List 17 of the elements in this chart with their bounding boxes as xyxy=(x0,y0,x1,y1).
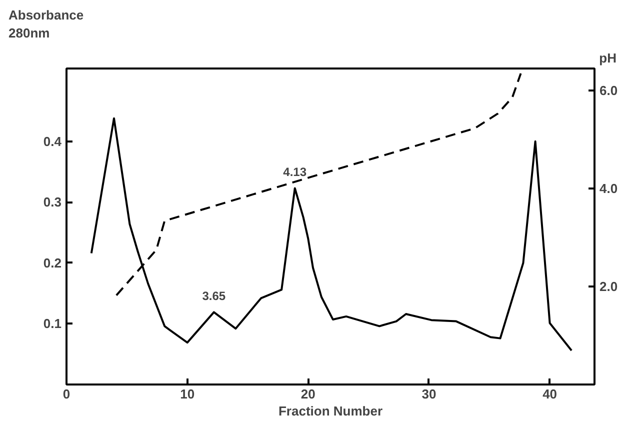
x-tick-label: 10 xyxy=(180,386,195,402)
y-tick-label: 0.1 xyxy=(43,316,62,332)
annotation: 3.65 xyxy=(202,289,226,304)
y2-axis-title: pH xyxy=(599,50,617,66)
y-axis-title: Absorbance 280nm xyxy=(8,8,84,40)
x-tick-label: 40 xyxy=(542,386,558,402)
annotation: 4.13 xyxy=(283,165,307,180)
y2-tick-label: 4.0 xyxy=(600,181,618,196)
y-tick-label: 0.2 xyxy=(43,255,62,270)
y2-tick-label: 2.0 xyxy=(600,279,618,294)
y-tick-label: 0.3 xyxy=(43,194,62,210)
x-tick-label: 0 xyxy=(62,386,70,402)
y-tick-label: 0.4 xyxy=(43,134,62,149)
x-tick-label: 30 xyxy=(422,386,436,402)
x-axis-title: Fraction Number xyxy=(278,404,383,418)
x-tick-label: 20 xyxy=(300,386,316,402)
y2-tick-label: 6.0 xyxy=(600,83,618,98)
